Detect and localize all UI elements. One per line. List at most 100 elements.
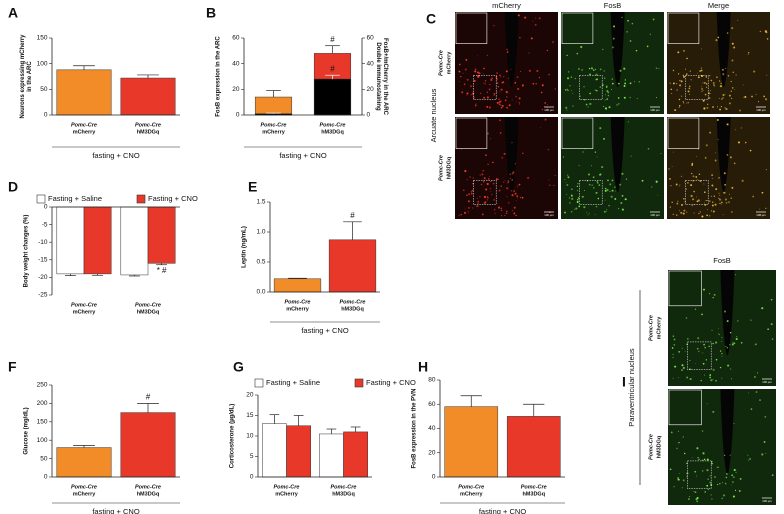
cell <box>568 197 571 199</box>
cell <box>721 377 723 379</box>
cell <box>507 181 509 184</box>
cell <box>764 98 768 101</box>
cell <box>567 176 570 179</box>
category-label: mCherry <box>262 129 286 135</box>
cell <box>638 80 641 83</box>
cell <box>486 196 489 198</box>
cell <box>511 179 514 181</box>
cell <box>760 214 762 216</box>
cell <box>652 18 655 21</box>
cell <box>699 69 702 73</box>
cell <box>655 97 657 99</box>
cell <box>706 209 708 211</box>
error-bar <box>266 90 281 98</box>
cell <box>493 92 496 95</box>
cell <box>709 374 711 377</box>
cell <box>714 341 718 344</box>
cell <box>710 79 713 82</box>
cell <box>466 78 469 81</box>
cell <box>709 481 712 484</box>
cell <box>466 95 468 96</box>
cell <box>579 95 581 97</box>
cell <box>460 75 462 78</box>
cell <box>581 69 583 71</box>
cell <box>680 175 683 178</box>
cell <box>701 430 704 432</box>
cell <box>755 391 758 393</box>
ventricle <box>610 117 625 192</box>
cell <box>733 422 735 424</box>
cell <box>709 131 712 134</box>
cell <box>721 497 724 500</box>
cell <box>594 213 596 215</box>
legend-swatch <box>136 194 146 204</box>
cell <box>704 204 707 206</box>
cell <box>675 214 678 217</box>
cell <box>670 88 672 91</box>
cell <box>599 127 602 130</box>
cell <box>692 175 695 178</box>
y-tick-label: 20 <box>246 392 254 399</box>
scale-label: 100 µm <box>650 108 660 112</box>
bar <box>262 423 287 478</box>
cell <box>759 399 761 402</box>
cell <box>702 362 705 365</box>
cell <box>676 83 678 85</box>
cell <box>705 199 707 202</box>
cell <box>695 176 698 178</box>
cell <box>721 98 723 100</box>
cell <box>499 74 501 76</box>
cell <box>696 500 699 503</box>
cell <box>671 93 673 95</box>
cell <box>678 441 680 444</box>
cell <box>726 154 729 156</box>
cell <box>493 94 495 96</box>
legend-swatch <box>254 378 264 388</box>
cell <box>696 497 699 500</box>
cell <box>478 72 481 75</box>
cell <box>476 198 478 200</box>
y-tick-label: 0.0 <box>256 289 265 296</box>
cell <box>635 49 638 52</box>
cell <box>646 45 649 48</box>
cell <box>770 323 773 326</box>
cell <box>718 333 719 335</box>
y-tick-label: 0.5 <box>256 259 265 266</box>
category-prefix: Pomc-Cre <box>521 484 547 490</box>
cell <box>748 52 750 54</box>
inset-region <box>579 74 603 100</box>
error-bar <box>343 221 362 240</box>
category-prefix: Pomc-Cre <box>331 484 357 490</box>
cell <box>671 165 673 167</box>
cell <box>613 25 616 28</box>
cell <box>724 184 726 186</box>
annotation: # <box>350 211 355 220</box>
cell <box>562 156 564 158</box>
cell <box>519 196 521 199</box>
cell <box>696 155 697 157</box>
cell <box>488 106 491 109</box>
cell <box>676 202 679 205</box>
error-bar <box>460 395 482 407</box>
cell <box>570 90 572 92</box>
cell <box>530 37 533 40</box>
cell <box>679 184 681 186</box>
cell <box>681 487 683 489</box>
cell <box>606 189 609 191</box>
cell <box>764 415 767 418</box>
cell <box>717 328 719 330</box>
cell <box>540 127 542 129</box>
cell <box>694 470 697 473</box>
cell <box>672 348 674 350</box>
cell <box>514 81 517 84</box>
y-tick-label: 10 <box>246 433 254 440</box>
legend-swatch <box>36 194 46 204</box>
cell <box>554 174 556 176</box>
cell <box>731 42 734 45</box>
category-prefix: Pomc-Cre <box>320 122 346 128</box>
cell <box>506 96 508 98</box>
cell <box>518 102 520 104</box>
cell <box>759 208 761 210</box>
cell <box>511 142 513 144</box>
category-label: hM3DGq <box>137 309 160 315</box>
